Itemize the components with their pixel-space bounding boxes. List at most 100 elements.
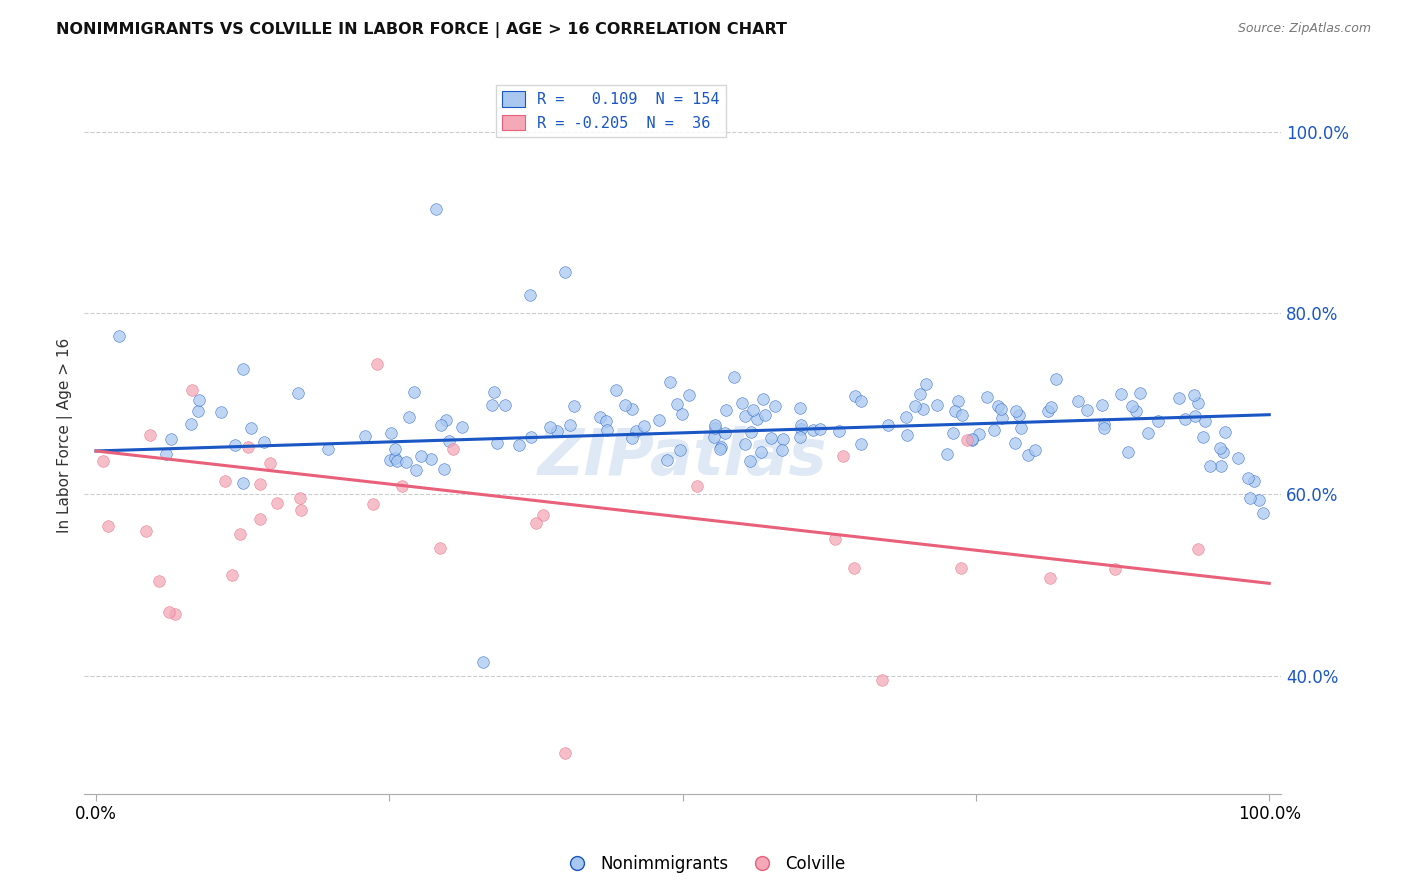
Point <box>485 436 508 450</box>
Point <box>259 456 281 470</box>
Point <box>434 413 457 427</box>
Point <box>648 413 671 427</box>
Point <box>494 398 516 412</box>
Point <box>1017 448 1039 462</box>
Point <box>967 427 990 442</box>
Point <box>1066 394 1088 409</box>
Point <box>894 410 917 425</box>
Point <box>950 561 973 575</box>
Point <box>1121 400 1143 414</box>
Point <box>770 443 793 458</box>
Point <box>1091 398 1114 412</box>
Point <box>983 423 1005 437</box>
Point <box>801 423 824 437</box>
Point <box>1004 436 1026 450</box>
Point <box>433 462 456 476</box>
Point <box>1243 475 1265 489</box>
Point <box>912 401 935 416</box>
Point <box>1174 412 1197 426</box>
Point <box>740 454 762 468</box>
Point <box>1092 421 1115 435</box>
Point <box>441 442 464 457</box>
Point <box>976 390 998 404</box>
Point <box>405 463 427 477</box>
Point <box>844 389 866 403</box>
Point <box>249 477 271 491</box>
Point <box>472 655 495 669</box>
Point <box>221 568 243 582</box>
Point <box>1249 492 1271 507</box>
Point <box>710 441 733 455</box>
Point <box>849 394 872 409</box>
Point <box>240 421 263 435</box>
Point <box>709 442 731 457</box>
Text: ZIPatlas: ZIPatlas <box>538 426 827 488</box>
Point <box>991 411 1014 425</box>
Point <box>1168 391 1191 405</box>
Point <box>714 402 737 417</box>
Point <box>669 443 692 458</box>
Point <box>734 409 756 424</box>
Point <box>290 502 312 516</box>
Point <box>232 475 254 490</box>
Point <box>1184 409 1206 423</box>
Point <box>1104 562 1126 576</box>
Point <box>1226 450 1249 465</box>
Point <box>987 399 1010 413</box>
Point <box>1129 385 1152 400</box>
Point <box>391 478 413 492</box>
Point <box>139 427 162 442</box>
Point <box>1209 441 1232 455</box>
Point <box>430 417 453 432</box>
Point <box>1237 471 1260 485</box>
Point <box>790 422 813 436</box>
Point <box>678 388 700 402</box>
Point <box>188 393 211 408</box>
Point <box>772 432 794 446</box>
Point <box>1076 402 1098 417</box>
Legend: R =   0.109  N = 154, R = -0.205  N =  36: R = 0.109 N = 154, R = -0.205 N = 36 <box>496 85 725 136</box>
Point <box>1187 541 1209 556</box>
Point <box>93 454 115 468</box>
Point <box>395 454 418 468</box>
Point <box>844 561 866 575</box>
Point <box>387 454 409 468</box>
Point <box>730 396 752 410</box>
Point <box>519 288 541 302</box>
Point <box>266 496 288 510</box>
Point <box>851 437 873 451</box>
Point <box>562 399 585 413</box>
Point <box>554 746 576 760</box>
Point <box>450 420 472 434</box>
Point <box>831 449 853 463</box>
Y-axis label: In Labor Force | Age > 16: In Labor Force | Age > 16 <box>58 338 73 533</box>
Point <box>481 398 503 412</box>
Point <box>1116 444 1139 458</box>
Point <box>936 447 959 461</box>
Point <box>1194 414 1216 428</box>
Point <box>1212 445 1234 459</box>
Point <box>704 418 727 433</box>
Point <box>665 397 688 411</box>
Point <box>595 414 617 428</box>
Point <box>1136 425 1159 440</box>
Point <box>353 429 375 443</box>
Point <box>790 417 813 432</box>
Point <box>1213 425 1236 439</box>
Point <box>1111 386 1133 401</box>
Point <box>287 386 309 401</box>
Point <box>546 425 568 439</box>
Point <box>366 357 388 371</box>
Point <box>425 202 447 216</box>
Point <box>671 407 693 421</box>
Point <box>1039 400 1062 414</box>
Point <box>589 410 612 425</box>
Point <box>404 385 426 400</box>
Point <box>228 526 250 541</box>
Point <box>180 417 202 431</box>
Point <box>253 435 276 450</box>
Point <box>318 442 340 457</box>
Point <box>1039 571 1062 585</box>
Point <box>1004 404 1026 418</box>
Point <box>704 421 727 435</box>
